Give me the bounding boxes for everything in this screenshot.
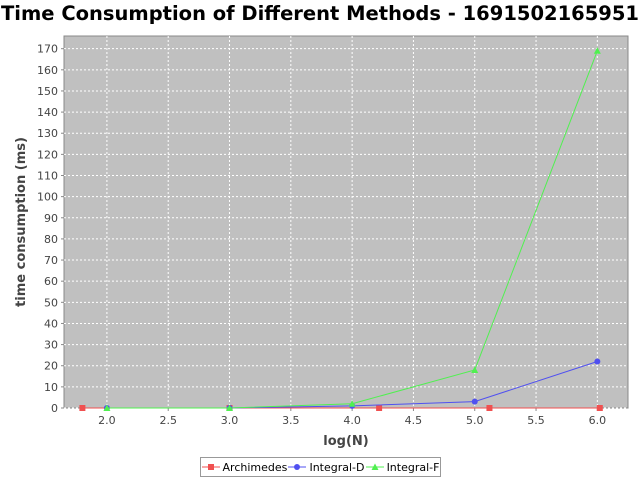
x-tick-label: 2.5 [159,414,177,427]
y-tick-label: 70 [44,254,58,267]
series-layer [79,47,603,411]
x-tick-label: 5.5 [527,414,545,427]
y-tick-label: 90 [44,212,58,225]
y-tick-label: 100 [37,191,58,204]
x-axis-label: log(N) [323,434,368,449]
data-point-integral-f [103,404,111,411]
y-tick-label: 40 [44,317,58,330]
y-tick-label: 50 [44,296,58,309]
x-tick-label: 4.5 [405,414,423,427]
y-tick-label: 0 [51,402,58,415]
chart-title: Time Consumption of Different Methods - … [1,2,639,25]
data-point-archimedes [486,405,493,411]
legend-marker-integral-f [371,463,379,470]
legend-swatch-integral-d [288,464,307,470]
plot-area [63,35,629,409]
y-tick-label: 60 [44,275,58,288]
data-point-integral-f [226,404,234,411]
y-tick-label: 80 [44,233,58,246]
x-tick-label: 6.0 [589,414,607,427]
legend-swatch-integral-f [365,463,384,470]
series-integral-f [103,47,601,411]
legend-item-archimedes: Archimedes [201,460,288,474]
y-tick-label: 170 [37,43,58,56]
y-tick-label: 160 [37,64,58,77]
legend-label: Integral-F [386,460,440,474]
data-point-integral-f [593,47,601,54]
x-tick-label: 3.0 [221,414,239,427]
y-tick-label: 130 [37,127,58,140]
y-tick-label: 150 [37,85,58,98]
data-point-archimedes [376,405,383,411]
x-tick-label: 5.0 [466,414,484,427]
data-point-integral-d [471,398,478,405]
legend-marker-integral-d [294,464,301,470]
legend-label: Integral-D [309,460,365,474]
y-tick-label: 20 [44,360,58,373]
legend-item-integral-d: Integral-D [288,460,365,474]
y-tick-label: 110 [37,170,58,183]
data-point-integral-f [471,366,479,373]
data-point-integral-f [348,400,356,407]
x-tick-label: 2.0 [98,414,116,427]
data-point-archimedes [596,405,603,411]
y-tick-label: 10 [44,381,58,394]
y-tick-label: 30 [44,339,58,352]
x-tick-label: 4.0 [343,414,361,427]
legend-swatch-archimedes [201,464,220,470]
legend: Archimedes Integral-D Integral-F [200,457,441,477]
y-axis-label: time consumption (ms) [14,137,29,307]
y-tick-label: 120 [37,148,58,161]
x-tick-label: 3.5 [282,414,300,427]
legend-label: Archimedes [222,460,288,474]
y-tick-label: 140 [37,106,58,119]
axis-layer: 2.0 2.5 3.0 3.5 4.0 4.5 5.0 5.5 6.0 0 10 20 30 40 50 60… [37,43,606,427]
legend-marker-archimedes [207,464,214,470]
legend-item-integral-f: Integral-F [365,460,440,474]
data-point-integral-d [594,358,601,365]
data-point-archimedes [79,405,86,411]
